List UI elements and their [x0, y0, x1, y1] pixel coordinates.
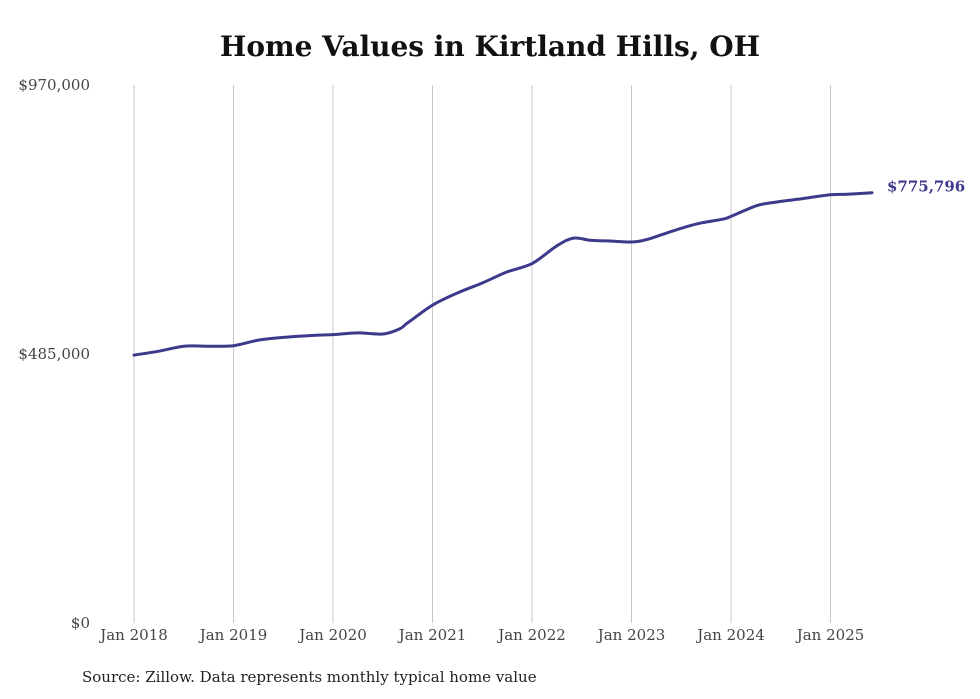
x-tick-label: Jan 2020 — [297, 626, 367, 644]
x-axis-ticks: Jan 2018 Jan 2019 Jan 2020 Jan 2021 Jan 2022… — [98, 626, 864, 644]
x-tick-label: Jan 2023 — [596, 626, 666, 644]
x-tick-label: Jan 2025 — [795, 626, 865, 644]
y-tick-label: $0 — [71, 614, 90, 632]
y-tick-label: $485,000 — [18, 345, 90, 363]
y-axis-ticks: $0 $485,000 $970,000 — [18, 76, 90, 632]
series-line — [132, 191, 874, 357]
source-note: Source: Zillow. Data represents monthly … — [82, 668, 537, 686]
x-tick-label: Jan 2019 — [198, 626, 268, 644]
x-tick-label: Jan 2022 — [496, 626, 566, 644]
end-value-label: $775,796 — [887, 178, 965, 196]
gridlines — [133, 85, 831, 623]
x-tick-label: Jan 2018 — [98, 626, 168, 644]
y-tick-label: $970,000 — [18, 76, 90, 94]
chart-title: Home Values in Kirtland Hills, OH — [219, 30, 761, 63]
x-tick-label: Jan 2024 — [695, 626, 765, 644]
x-tick-label: Jan 2021 — [397, 626, 467, 644]
